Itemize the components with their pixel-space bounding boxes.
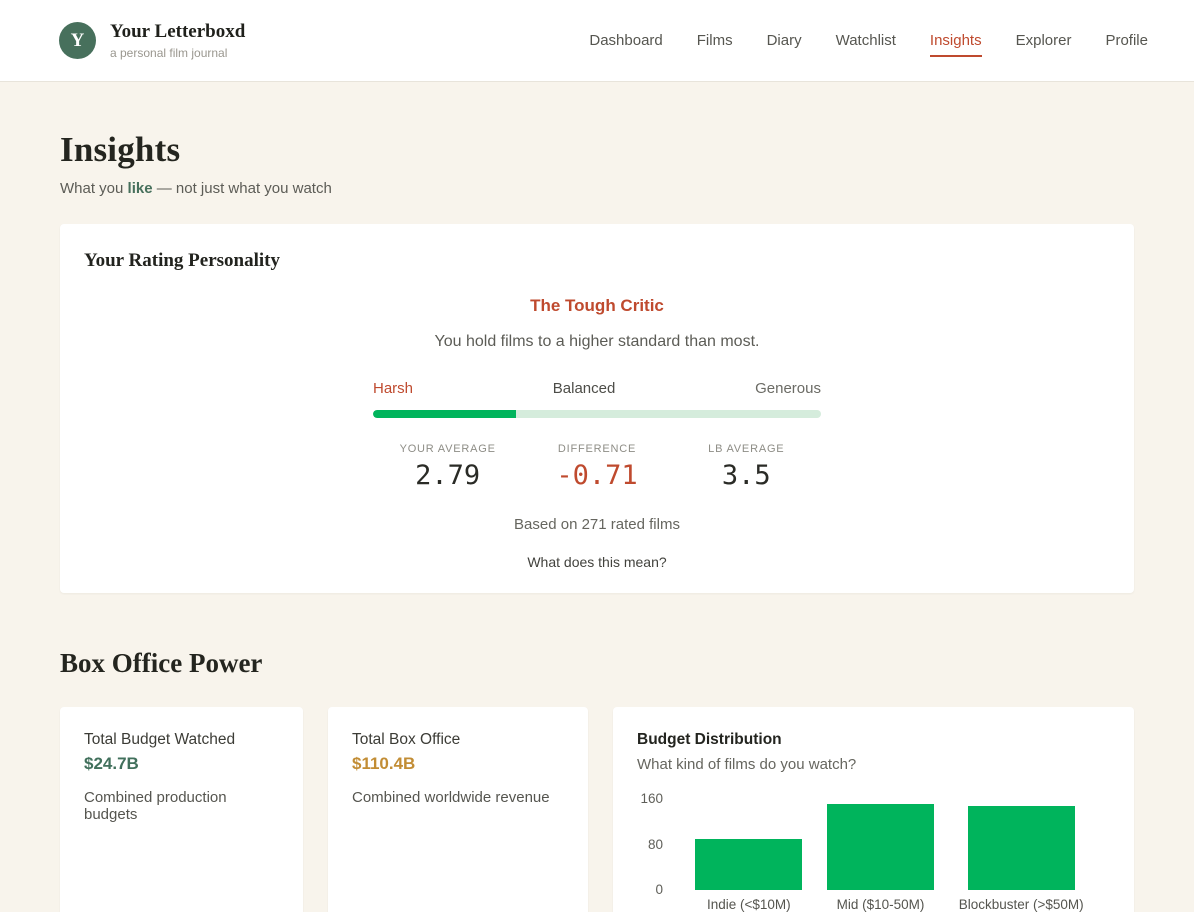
card-value: $24.7B: [84, 754, 139, 773]
chart-subtitle: What kind of films do you watch?: [637, 756, 857, 773]
card-value: $110.4B: [352, 754, 416, 773]
scale-label-generous: Generous: [755, 380, 821, 397]
nav-item-diary[interactable]: Diary: [766, 32, 802, 49]
total-box-office-card: Total Box Office $110.4B Combined worldw…: [328, 707, 588, 912]
box-office-grid: Total Budget Watched $24.7B Combined pro…: [60, 707, 1134, 912]
bar-column-mid: Mid ($10-50M): [827, 790, 935, 912]
brand[interactable]: Y Your Letterboxd a personal film journa…: [59, 21, 245, 60]
scale-label-balanced: Balanced: [552, 380, 616, 397]
nav-item-profile[interactable]: Profile: [1105, 32, 1148, 49]
nav-item-dashboard[interactable]: Dashboard: [589, 32, 663, 49]
stat-label: LB AVERAGE: [708, 443, 785, 455]
stat-value: 3.5: [721, 460, 771, 491]
total-budget-card: Total Budget Watched $24.7B Combined pro…: [60, 707, 303, 912]
main-content: Insights What you like — not just what y…: [0, 130, 1194, 912]
x-label: Indie (<$10M): [707, 897, 791, 912]
stat-label: YOUR AVERAGE: [399, 443, 496, 455]
card-title: Total Budget Watched: [84, 731, 236, 748]
chart-bar: [967, 805, 1075, 890]
bar-column-blockbuster: Blockbuster (>$50M): [959, 790, 1084, 912]
rating-basis-text: Based on 271 rated films: [514, 516, 680, 533]
subtitle-suffix: — not just what you watch: [152, 180, 332, 197]
stat-your-average: YOUR AVERAGE 2.79: [373, 443, 522, 491]
chart-bar: [827, 803, 935, 890]
page-title: Insights: [60, 130, 181, 169]
card-description: Combined worldwide revenue: [352, 789, 550, 806]
main-nav: Dashboard Films Diary Watchlist Insights…: [589, 24, 1148, 57]
card-title: Total Box Office: [352, 731, 461, 748]
rating-scale-labels: Harsh Balanced Generous: [373, 380, 821, 397]
bar-column-indie: Indie (<$10M): [695, 790, 803, 912]
nav-item-watchlist[interactable]: Watchlist: [835, 32, 896, 49]
budget-distribution-chart: 160 80 0 Indie (<$10M) Mid ($10-50M): [637, 790, 1110, 912]
rating-personality-card: Your Rating Personality The Tough Critic…: [60, 224, 1134, 593]
stat-value: -0.71: [556, 460, 638, 491]
rating-archetype: The Tough Critic: [530, 296, 664, 315]
nav-item-films[interactable]: Films: [696, 32, 733, 49]
what-does-this-mean-link[interactable]: What does this mean?: [527, 554, 667, 570]
app-title: Your Letterboxd: [110, 21, 246, 42]
rating-scale-fill: [373, 410, 517, 418]
subtitle-highlight: like: [127, 180, 153, 197]
chart-title: Budget Distribution: [637, 731, 782, 748]
rating-stats: YOUR AVERAGE 2.79 DIFFERENCE -0.71 LB AV…: [373, 443, 821, 491]
chart-bar: [695, 838, 803, 890]
y-tick: 80: [647, 836, 663, 852]
nav-item-explorer[interactable]: Explorer: [1015, 32, 1072, 49]
avatar: Y: [59, 22, 96, 59]
stat-label: DIFFERENCE: [557, 443, 637, 455]
page-subtitle: What you like — not just what you watch: [60, 180, 1134, 197]
rating-archetype-description: You hold films to a higher standard than…: [434, 333, 760, 350]
stat-lb-average: LB AVERAGE 3.5: [672, 443, 821, 491]
y-tick: 0: [655, 882, 663, 897]
nav-item-insights[interactable]: Insights: [929, 24, 982, 57]
app-header: Y Your Letterboxd a personal film journa…: [0, 0, 1194, 82]
chart-y-axis: 160 80 0: [637, 790, 669, 912]
box-office-section-title: Box Office Power: [60, 648, 263, 678]
stat-value: 2.79: [415, 460, 481, 491]
bar-plot: Indie (<$10M) Mid ($10-50M) Blockbuster …: [669, 790, 1110, 912]
subtitle-prefix: What you: [60, 180, 128, 197]
rating-card-title: Your Rating Personality: [84, 250, 280, 271]
scale-label-harsh: Harsh: [373, 380, 414, 397]
y-tick: 160: [640, 791, 663, 807]
app-subtitle: a personal film journal: [110, 46, 228, 60]
card-description: Combined production budgets: [84, 789, 227, 823]
x-label: Blockbuster (>$50M): [958, 897, 1084, 912]
stat-difference: DIFFERENCE -0.71: [522, 443, 671, 491]
budget-distribution-card: Budget Distribution What kind of films d…: [613, 707, 1134, 912]
rating-scale-track: [373, 410, 821, 418]
x-label: Mid ($10-50M): [836, 897, 925, 912]
